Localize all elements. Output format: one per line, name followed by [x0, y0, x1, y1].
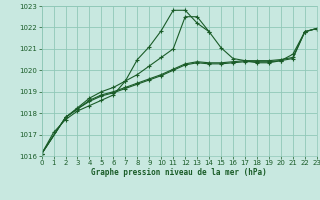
X-axis label: Graphe pression niveau de la mer (hPa): Graphe pression niveau de la mer (hPa)	[91, 168, 267, 177]
